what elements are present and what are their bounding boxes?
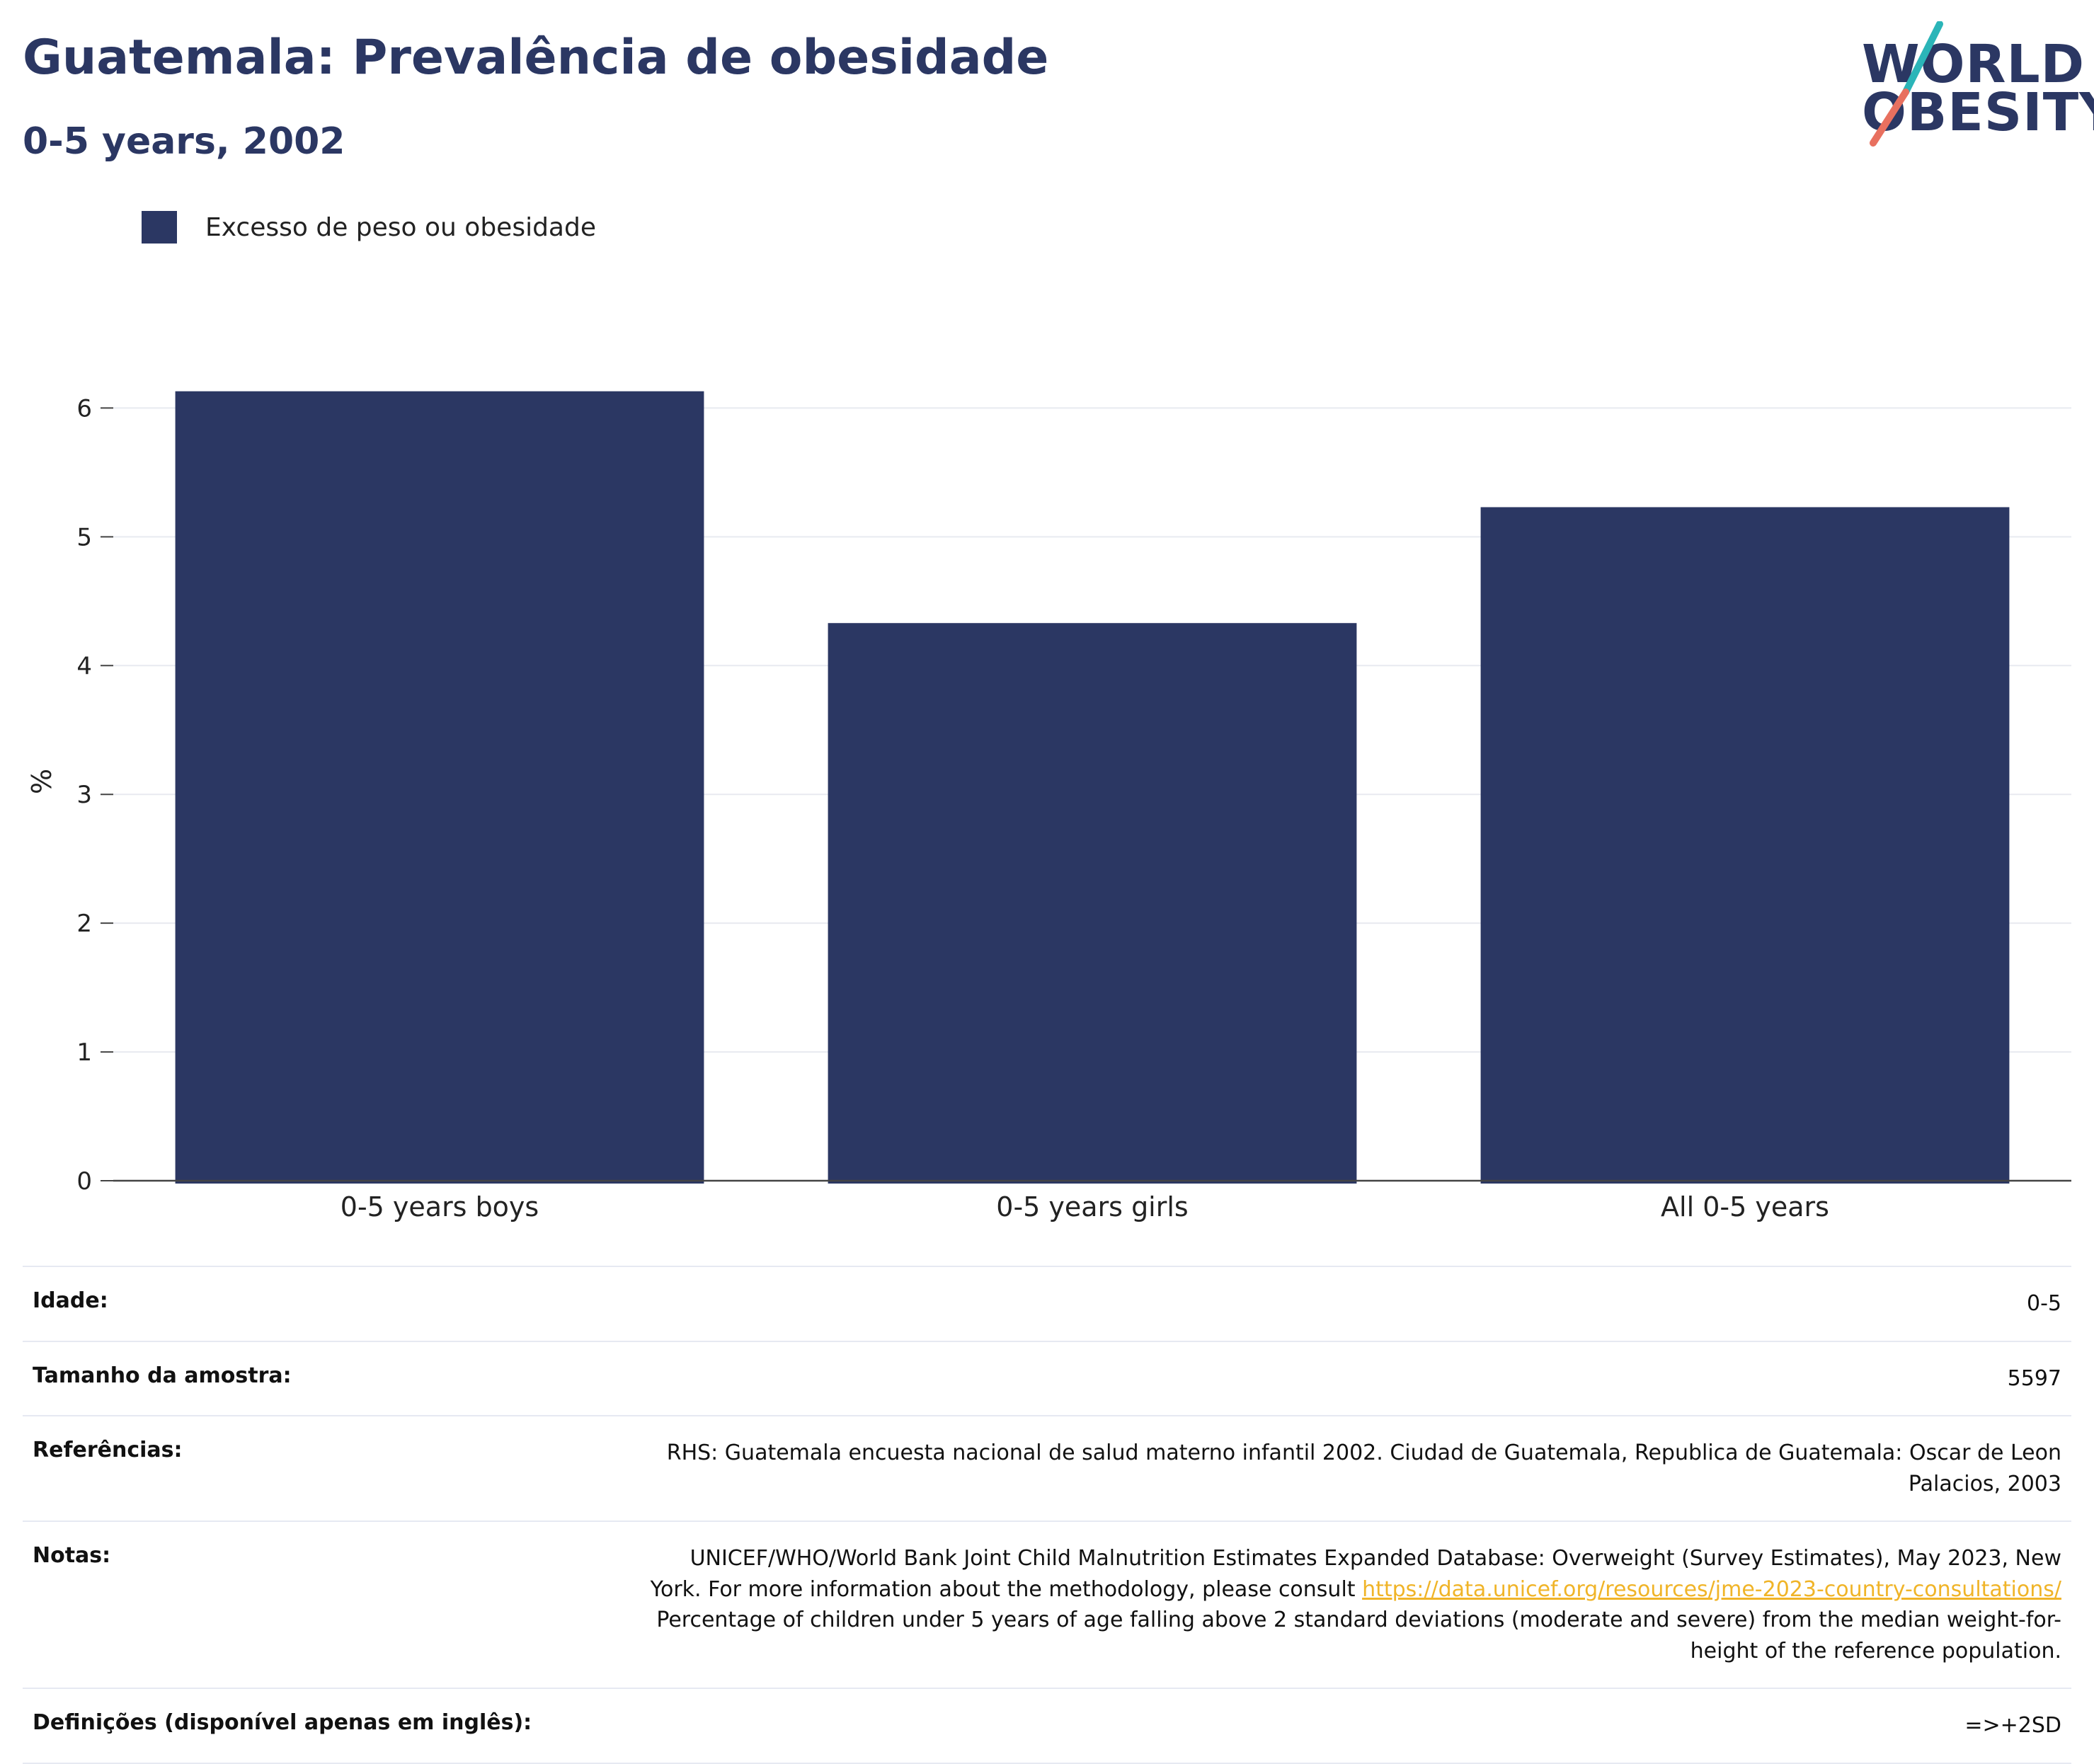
info-label-definitions: Definições (disponível apenas em inglês)… <box>33 1710 532 1735</box>
y-tick-label: 1 <box>76 1038 92 1067</box>
y-tick-label: 0 <box>76 1167 92 1196</box>
info-table: Idade: 0-5 Tamanho da amostra: 5597 Refe… <box>23 1266 2071 1764</box>
x-tick-label: All 0-5 years <box>1661 1191 1829 1222</box>
notes-link[interactable]: https://data.unicef.org/resources/jme-20… <box>1362 1576 2061 1602</box>
info-row-sample: Tamanho da amostra: 5597 <box>23 1340 2071 1416</box>
info-value-notes: UNICEF/WHO/World Bank Joint Child Malnut… <box>646 1543 2061 1666</box>
y-tick-label: 2 <box>76 910 92 938</box>
x-tick-label: 0-5 years boys <box>341 1191 539 1222</box>
info-row-definitions: Definições (disponível apenas em inglês)… <box>23 1688 2071 1764</box>
info-value-age: 0-5 <box>2027 1291 2061 1316</box>
chart-title: Guatemala: Prevalência de obesidade <box>23 30 1049 86</box>
info-value-references: RHS: Guatemala encuesta nacional de salu… <box>666 1441 2061 1496</box>
bar-1 <box>175 391 704 1184</box>
info-label-references: Referências: <box>33 1438 183 1462</box>
logo-slash-icon <box>1870 21 1943 147</box>
y-axis-label: % <box>26 769 57 794</box>
y-tick-label: 4 <box>76 652 92 680</box>
y-tick-label: 5 <box>76 523 92 551</box>
bar-chart: 0 1 2 3 4 5 6% 0-5 years boys 0-5 years girls All… <box>26 391 2071 1222</box>
x-tick-label: 0-5 years girls <box>996 1191 1188 1222</box>
y-tick-label: 6 <box>76 394 92 423</box>
info-label-notes: Notas: <box>33 1543 111 1568</box>
info-row-notes: Notas: UNICEF/WHO/World Bank Joint Child… <box>23 1520 2071 1688</box>
legend-label: Excesso de peso ou obesidade <box>205 212 596 242</box>
legend-swatch <box>142 211 177 244</box>
chart-legend: Excesso de peso ou obesidade <box>142 211 596 244</box>
bar-3 <box>1480 507 2010 1184</box>
info-row-age: Idade: 0-5 <box>23 1266 2071 1341</box>
info-row-references: Referências: RHS: Guatemala encuesta nac… <box>23 1415 2071 1520</box>
notes-text-before: UNICEF/WHO/World Bank Joint Child Malnut… <box>650 1546 2061 1602</box>
world-obesity-logo: WORLD OBESITY <box>1841 21 2094 149</box>
info-value-definitions: =>+2SD <box>1964 1713 2061 1738</box>
chart-subtitle: 0-5 years, 2002 <box>23 120 345 163</box>
info-value-sample: 5597 <box>2007 1365 2061 1391</box>
bar-2 <box>828 623 1357 1184</box>
y-tick-label: 3 <box>76 781 92 809</box>
info-label-age: Idade: <box>33 1288 108 1313</box>
info-label-sample: Tamanho da amostra: <box>33 1363 292 1388</box>
notes-text-after: Percentage of children under 5 years of … <box>656 1608 2061 1663</box>
logo-line-1: WORLD <box>1862 34 2086 95</box>
